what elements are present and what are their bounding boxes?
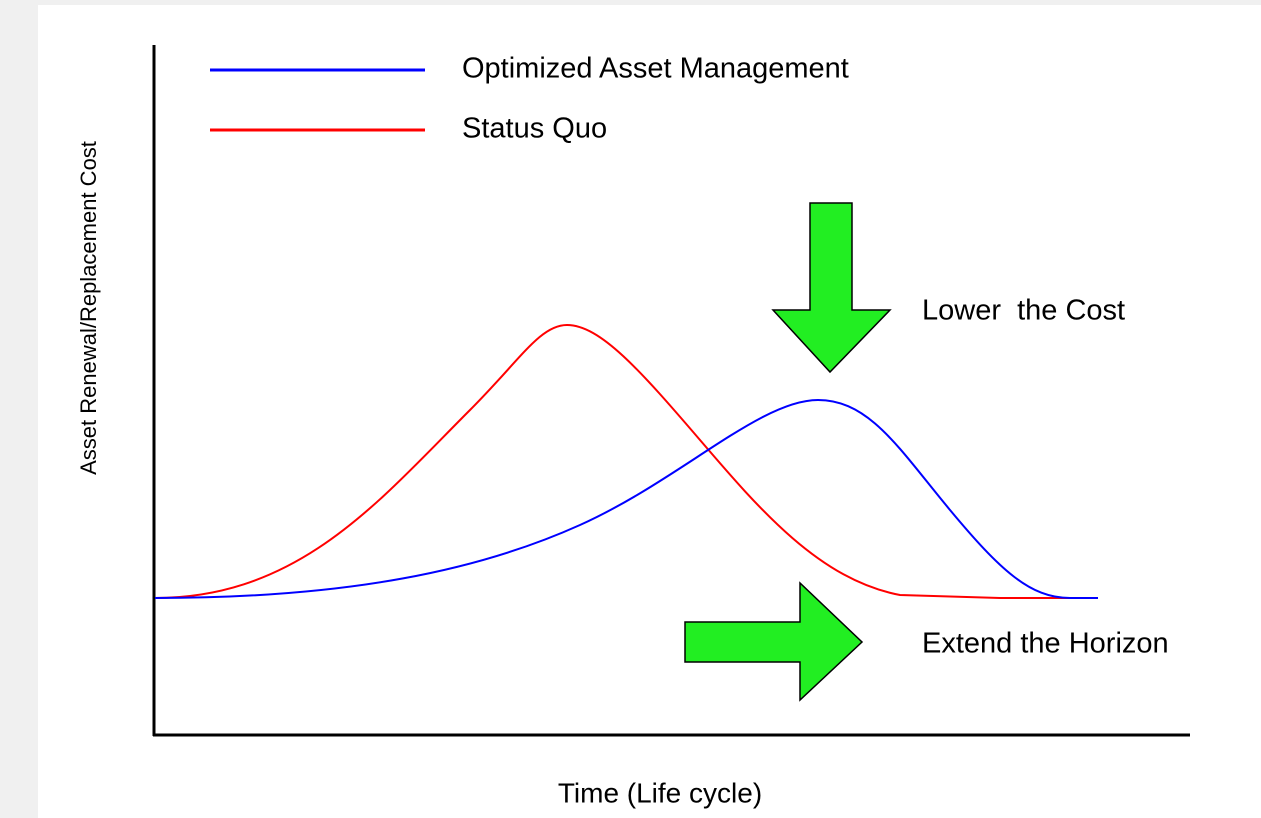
x-axis-label: Time (Life cycle) bbox=[558, 777, 762, 808]
down-arrow bbox=[771, 202, 892, 374]
y-axis-label: Asset Renewal/Replacement Cost bbox=[76, 141, 101, 475]
status-quo-curve bbox=[154, 323, 1098, 599]
canvas bbox=[38, 5, 1261, 818]
annotation: Lower the Cost bbox=[922, 295, 1125, 327]
legend-label: Status Quo bbox=[462, 113, 607, 145]
annotation: Extend the Horizon bbox=[922, 628, 1169, 660]
legend-label: Optimized Asset Management bbox=[462, 53, 849, 85]
right-arrow bbox=[684, 581, 864, 702]
optimized-curve bbox=[154, 398, 1098, 599]
